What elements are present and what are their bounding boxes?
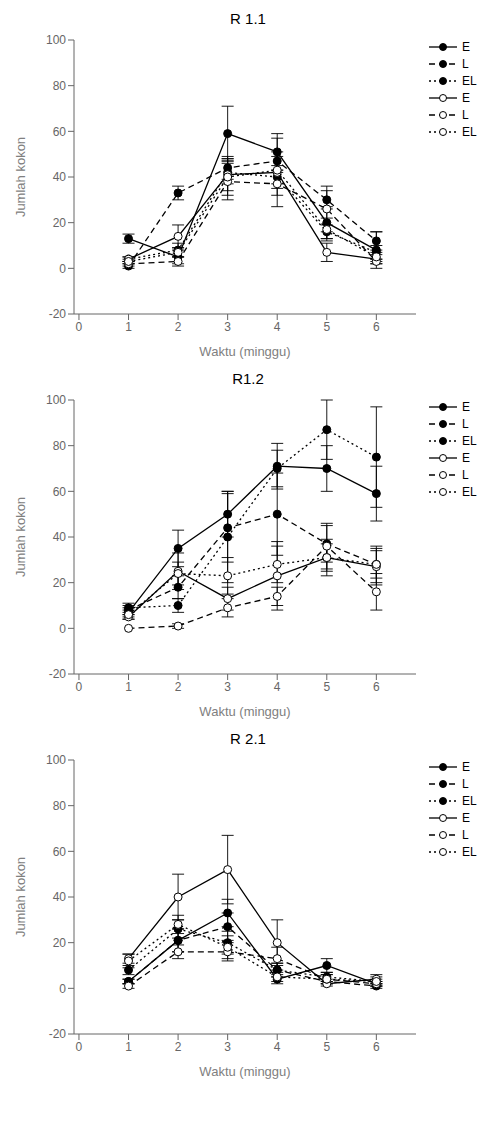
html-text:E: E [462, 451, 470, 465]
html-text:R 1.1: R 1.1 [230, 10, 266, 27]
svg-text:2: 2 [175, 1040, 182, 1054]
svg-text:6: 6 [373, 320, 380, 334]
html-text:R1.2: R1.2 [232, 370, 264, 387]
svg-text:100: 100 [46, 393, 66, 407]
html-text:EL: EL [462, 74, 477, 88]
html-text:E: E [462, 40, 470, 54]
html-text:EL: EL [462, 794, 477, 808]
html-text:EL: EL [462, 845, 477, 859]
html-text:E: E [462, 760, 470, 774]
svg-text:80: 80 [53, 799, 67, 813]
html-text:EL: EL [462, 434, 477, 448]
svg-text:Waktu (minggu): Waktu (minggu) [199, 704, 290, 719]
svg-text:5: 5 [323, 1040, 330, 1054]
svg-text:80: 80 [53, 79, 67, 93]
svg-text:3: 3 [224, 680, 231, 694]
svg-text:20: 20 [53, 936, 67, 950]
svg-text:40: 40 [53, 890, 67, 904]
svg-text:60: 60 [53, 485, 67, 499]
html-text:L: L [462, 108, 469, 122]
svg-text:100: 100 [46, 753, 66, 767]
svg-text:80: 80 [53, 439, 67, 453]
svg-text:0: 0 [76, 1040, 83, 1054]
html-text:L: L [462, 828, 469, 842]
html-text:E: E [462, 811, 470, 825]
svg-text:0: 0 [59, 982, 66, 996]
svg-text:0: 0 [59, 262, 66, 276]
svg-text:0: 0 [59, 622, 66, 636]
svg-text:100: 100 [46, 33, 66, 47]
svg-text:6: 6 [373, 680, 380, 694]
svg-text:1: 1 [125, 1040, 132, 1054]
html-text:EL: EL [462, 125, 477, 139]
html-text:E: E [462, 400, 470, 414]
svg-text:5: 5 [323, 680, 330, 694]
svg-text:20: 20 [53, 576, 67, 590]
svg-text:1: 1 [125, 320, 132, 334]
svg-text:0: 0 [76, 320, 83, 334]
svg-text:40: 40 [53, 170, 67, 184]
svg-text:4: 4 [274, 680, 281, 694]
svg-text:-20: -20 [49, 1027, 67, 1041]
svg-text:Waktu (minggu): Waktu (minggu) [199, 1064, 290, 1079]
html-text:E: E [462, 91, 470, 105]
svg-text:1: 1 [125, 680, 132, 694]
svg-text:40: 40 [53, 530, 67, 544]
svg-text:60: 60 [53, 845, 67, 859]
svg-text:5: 5 [323, 320, 330, 334]
svg-text:2: 2 [175, 680, 182, 694]
svg-text:-20: -20 [49, 667, 67, 681]
svg-text:3: 3 [224, 320, 231, 334]
svg-text:4: 4 [274, 1040, 281, 1054]
html-text:L: L [462, 417, 469, 431]
html-text:L: L [462, 468, 469, 482]
svg-text:6: 6 [373, 1040, 380, 1054]
svg-text:0: 0 [76, 680, 83, 694]
svg-text:Jumlah kokon: Jumlah kokon [13, 857, 28, 937]
svg-text:-20: -20 [49, 307, 67, 321]
svg-text:20: 20 [53, 216, 67, 230]
svg-text:2: 2 [175, 320, 182, 334]
html-text:R 2.1: R 2.1 [230, 730, 266, 747]
svg-text:Jumlah kokon: Jumlah kokon [13, 497, 28, 577]
html-text:L: L [462, 777, 469, 791]
svg-text:60: 60 [53, 125, 67, 139]
html-text:L: L [462, 57, 469, 71]
svg-text:Waktu (minggu): Waktu (minggu) [199, 344, 290, 359]
svg-text:Jumlah kokon: Jumlah kokon [13, 137, 28, 217]
html-text:EL: EL [462, 485, 477, 499]
svg-text:3: 3 [224, 1040, 231, 1054]
svg-text:4: 4 [274, 320, 281, 334]
